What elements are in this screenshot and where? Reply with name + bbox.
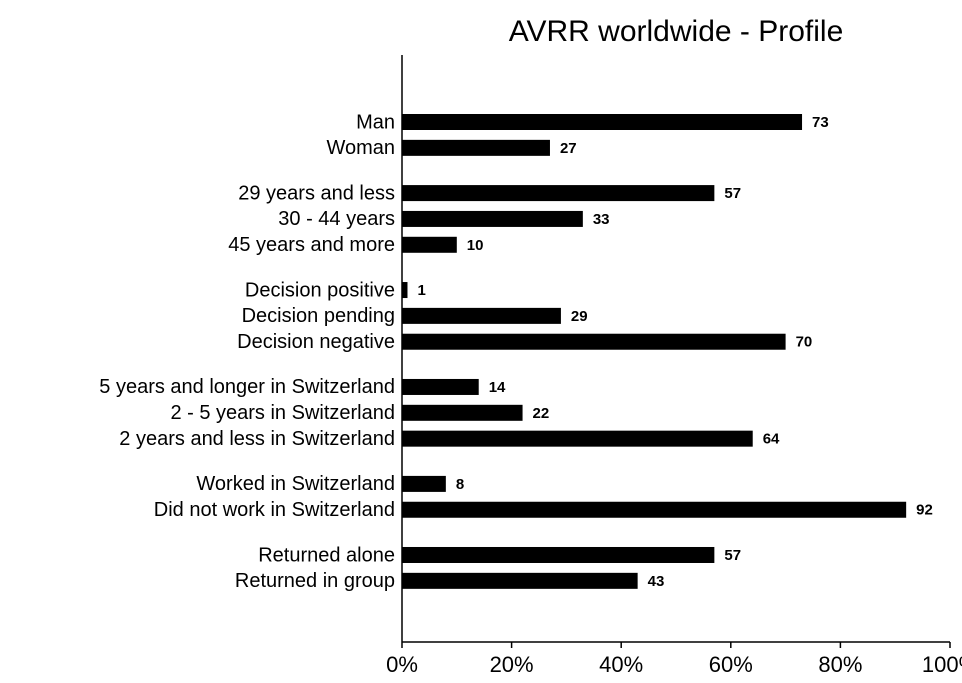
value-label: 33: [593, 211, 610, 228]
bar: [402, 378, 479, 395]
value-label: 29: [571, 308, 588, 325]
x-tick-label: 100%: [922, 652, 962, 677]
value-label: 57: [724, 547, 741, 564]
value-label: 27: [560, 140, 577, 157]
category-label: Returned in group: [235, 570, 395, 592]
bar: [402, 404, 523, 421]
category-label: Woman: [326, 137, 395, 159]
bar: [402, 210, 583, 227]
x-tick-label: 80%: [818, 652, 862, 677]
bar: [402, 282, 408, 299]
category-label: 29 years and less: [238, 182, 395, 204]
bar: [402, 114, 803, 130]
bar: [402, 546, 715, 563]
value-label: 92: [916, 502, 933, 519]
category-label: 2 - 5 years in Switzerland: [170, 402, 395, 424]
category-label: Decision negative: [237, 331, 395, 353]
x-tick-label: 20%: [490, 652, 534, 677]
category-label: Decision positive: [245, 279, 395, 301]
category-label: 5 years and longer in Switzerland: [99, 376, 395, 398]
bar: [402, 333, 786, 350]
value-label: 43: [648, 573, 665, 590]
value-label: 10: [467, 237, 484, 254]
bar: [402, 307, 561, 324]
category-label: Did not work in Switzerland: [154, 499, 395, 521]
bar: [402, 572, 638, 589]
category-label: Man: [356, 111, 395, 133]
value-label: 73: [812, 114, 829, 131]
bar: [402, 185, 715, 202]
value-label: 22: [533, 405, 550, 422]
value-label: 70: [796, 334, 813, 351]
x-tick-label: 0%: [386, 652, 418, 677]
x-tick-label: 40%: [599, 652, 643, 677]
x-tick-label: 60%: [709, 652, 753, 677]
category-label: Worked in Switzerland: [196, 473, 395, 495]
bar: [402, 236, 457, 253]
category-label: Returned alone: [258, 544, 395, 566]
chart-title: AVRR worldwide - Profile: [509, 15, 844, 48]
bar: [402, 475, 446, 492]
category-label: 2 years and less in Switzerland: [119, 428, 395, 450]
bar: [402, 139, 550, 156]
value-label: 64: [763, 431, 780, 448]
value-label: 1: [417, 282, 425, 299]
bar: [402, 501, 907, 518]
category-label: 30 - 44 years: [278, 208, 395, 230]
category-label: 45 years and more: [228, 234, 395, 256]
bar: [402, 430, 753, 447]
value-label: 8: [456, 476, 464, 493]
value-label: 14: [489, 379, 506, 396]
category-label: Decision pending: [242, 305, 395, 327]
value-label: 57: [724, 185, 741, 202]
